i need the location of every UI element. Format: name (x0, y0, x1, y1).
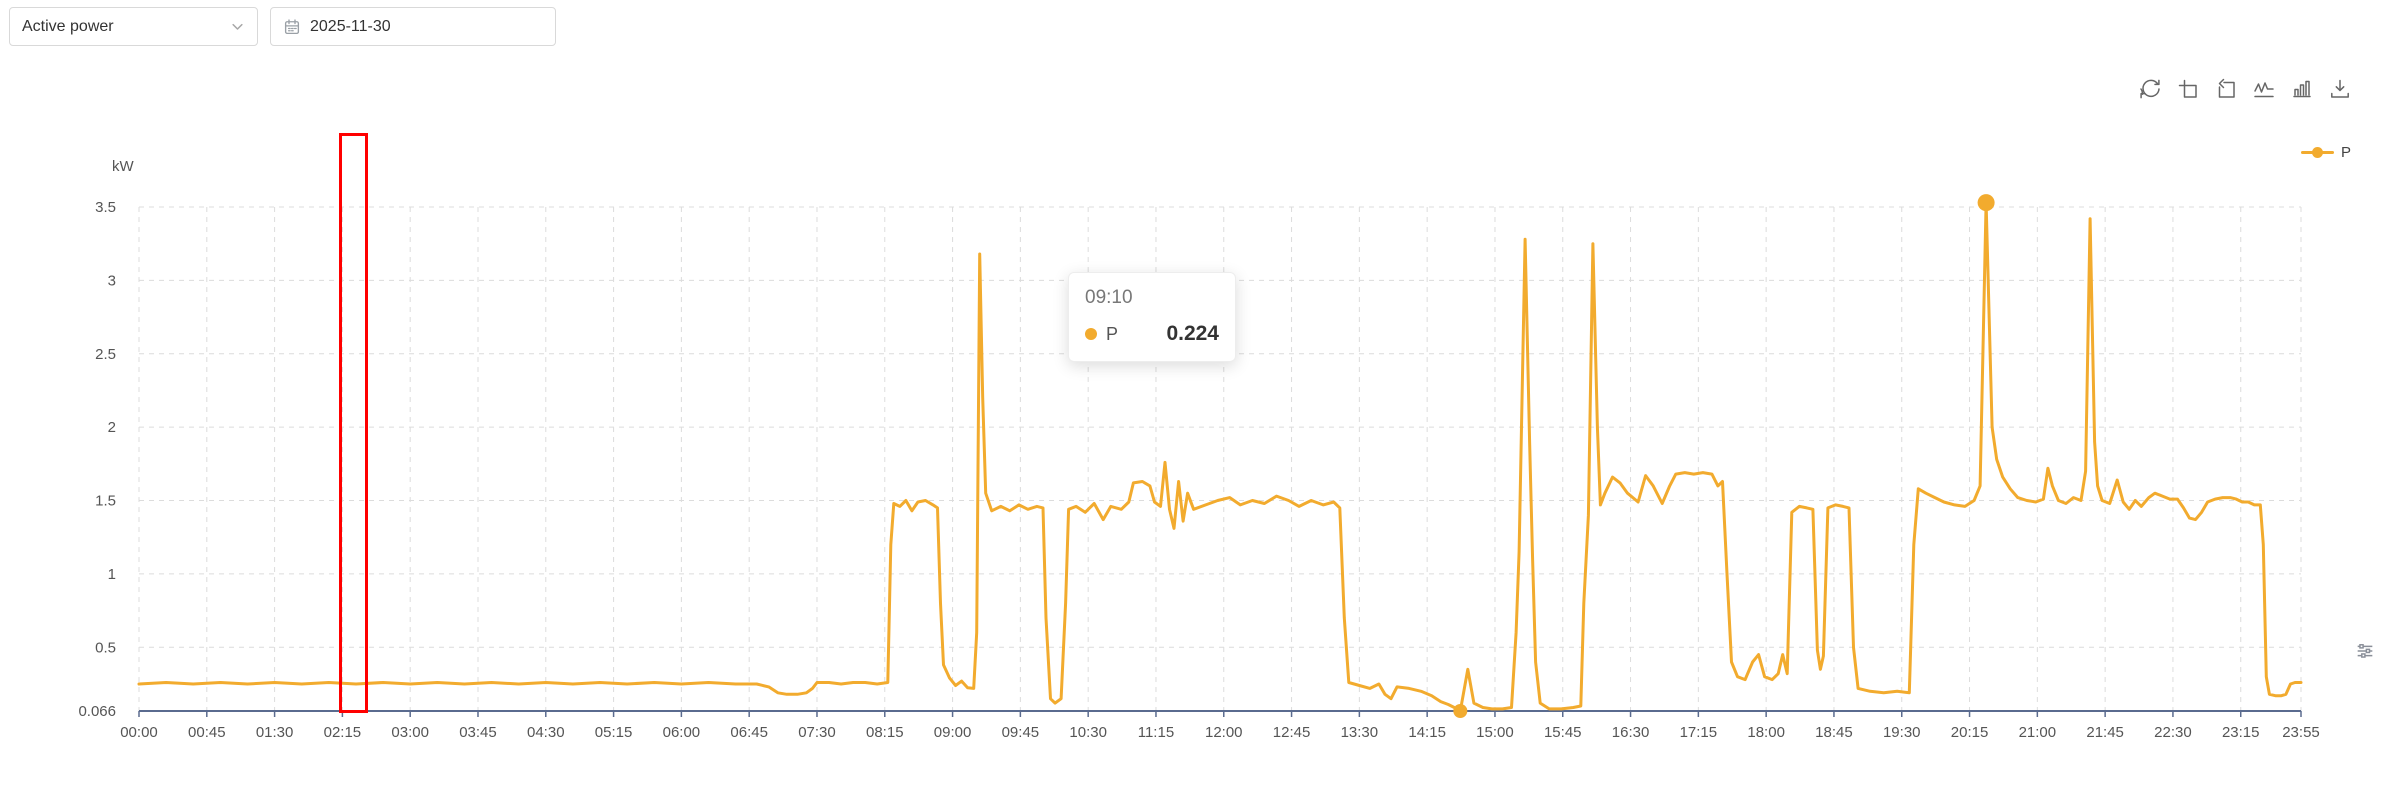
x-tick-label: 14:15 (1408, 724, 1446, 741)
download-button[interactable] (2328, 77, 2352, 101)
x-tick-label: 02:15 (324, 724, 362, 741)
x-tick-label: 18:45 (1815, 724, 1853, 741)
date-picker[interactable]: 2025-11-30 (270, 7, 556, 46)
x-tick-label: 18:00 (1747, 724, 1785, 741)
zoom-select-button[interactable] (2176, 77, 2200, 101)
list-icon (2357, 644, 2373, 658)
x-tick-label: 13:30 (1341, 724, 1379, 741)
x-tick-label: 19:30 (1883, 724, 1921, 741)
chart-tooltip: 09:10 P 0.224 (1068, 272, 1236, 362)
x-tick-label: 03:45 (459, 724, 497, 741)
x-tick-label: 23:55 (2282, 724, 2320, 741)
x-tick-label: 07:30 (798, 724, 836, 741)
x-tick-label: 22:30 (2154, 724, 2192, 741)
legend-dot-marker (2312, 147, 2323, 158)
y-tick-label: 0.5 (95, 639, 116, 656)
bar-chart-type-button[interactable] (2290, 77, 2314, 101)
line-chart-icon (2254, 82, 2274, 98)
x-tick-label: 09:00 (934, 724, 972, 741)
zoom-restore-icon (2218, 78, 2235, 98)
x-tick-label: 16:30 (1612, 724, 1650, 741)
tooltip-series-value: 0.224 (1166, 322, 1219, 345)
calendar-icon (283, 18, 301, 36)
legend-item-p[interactable]: P (2301, 144, 2351, 161)
zoom-restore-button[interactable] (2214, 77, 2238, 101)
x-tick-label: 00:00 (120, 724, 158, 741)
x-tick-label: 05:15 (595, 724, 633, 741)
bar-chart-icon (2293, 80, 2311, 98)
min-point-marker (1453, 704, 1468, 718)
download-icon (2331, 79, 2349, 98)
x-tick-label: 12:45 (1273, 724, 1311, 741)
tooltip-time: 09:10 (1085, 287, 1133, 308)
tooltip-series-dot-icon (1085, 328, 1097, 340)
series-list-button[interactable] (2354, 640, 2376, 662)
x-tick-label: 12:00 (1205, 724, 1243, 741)
x-tick-label: 08:15 (866, 724, 904, 741)
y-tick-label: 1 (108, 566, 116, 583)
y-tick-label: 0.066 (78, 703, 116, 720)
x-tick-label: 15:00 (1476, 724, 1514, 741)
y-tick-label: 2.5 (95, 346, 116, 363)
y-axis-unit-label: kW (112, 158, 134, 175)
refresh-button[interactable] (2138, 77, 2162, 101)
x-tick-label: 04:30 (527, 724, 565, 741)
legend-line-marker (2301, 147, 2334, 158)
y-tick-label: 2 (108, 419, 116, 436)
y-tick-label: 3 (108, 272, 116, 289)
x-tick-label: 15:45 (1544, 724, 1582, 741)
chart-toolbar (2138, 77, 2352, 101)
x-tick-label: 00:45 (188, 724, 226, 741)
x-tick-label: 20:15 (1951, 724, 1989, 741)
x-tick-label: 09:45 (1002, 724, 1040, 741)
x-tick-label: 03:00 (391, 724, 429, 741)
x-tick-label: 21:00 (2019, 724, 2057, 741)
red-annotation-box (339, 133, 368, 713)
legend-label: P (2341, 144, 2352, 161)
metric-select-value: Active power (22, 17, 114, 35)
tooltip-series-label: P (1106, 323, 1119, 344)
x-tick-label: 11:15 (1138, 724, 1174, 741)
x-tick-label: 01:30 (256, 724, 294, 741)
x-tick-label: 10:30 (1069, 724, 1107, 741)
zoom-select-icon (2178, 79, 2197, 98)
max-point-marker (1977, 194, 1995, 212)
y-tick-label: 3.5 (95, 199, 116, 216)
line-chart-type-button[interactable] (2252, 77, 2276, 101)
date-picker-value: 2025-11-30 (310, 17, 391, 35)
x-tick-label: 23:15 (2222, 724, 2260, 741)
x-tick-label: 06:45 (730, 724, 768, 741)
x-tick-label: 06:00 (663, 724, 701, 741)
y-tick-label: 1.5 (95, 493, 116, 510)
metric-select[interactable]: Active power (9, 7, 258, 46)
refresh-icon (2140, 79, 2160, 99)
x-tick-label: 21:45 (2086, 724, 2124, 741)
series-line-p (137, 201, 2303, 713)
x-tick-label: 17:15 (1680, 724, 1718, 741)
chevron-down-icon (230, 19, 245, 34)
